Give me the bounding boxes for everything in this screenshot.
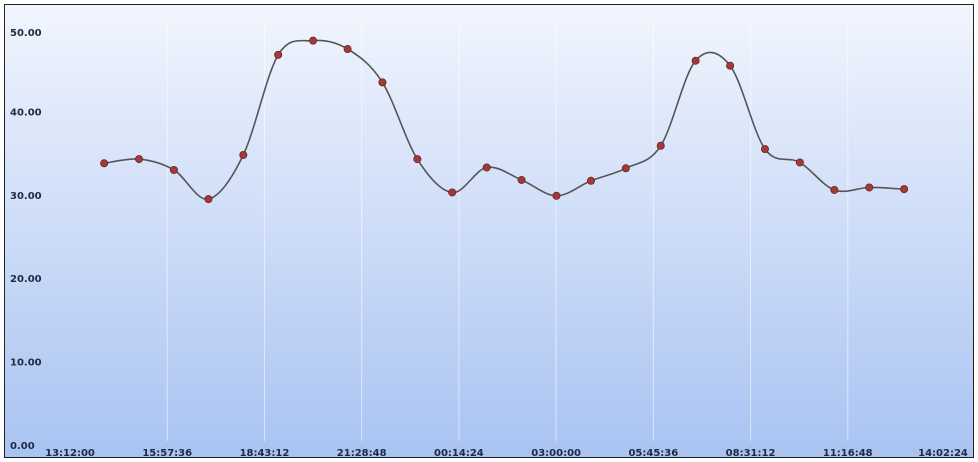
data-point xyxy=(482,163,491,172)
grid-lines xyxy=(166,24,849,441)
plot-background xyxy=(5,5,973,457)
y-tick-label: 10.00 xyxy=(10,358,42,369)
data-point xyxy=(865,183,874,192)
data-point xyxy=(900,185,909,194)
data-point xyxy=(517,175,526,184)
data-point xyxy=(586,176,595,185)
data-point xyxy=(169,165,178,174)
data-point xyxy=(309,36,318,45)
x-tick-label: 15:57:36 xyxy=(142,448,192,459)
y-tick-label: 50.00 xyxy=(10,28,42,39)
data-points xyxy=(100,36,909,204)
x-tick-label: 14:02:24 xyxy=(918,448,968,459)
data-point xyxy=(239,150,248,159)
data-point xyxy=(760,145,769,154)
chart-frame xyxy=(4,4,974,458)
data-point xyxy=(656,141,665,150)
y-tick-label: 40.00 xyxy=(10,107,42,118)
x-tick-label: 00:14:24 xyxy=(434,448,484,459)
x-tick-label: 05:45:36 xyxy=(628,448,678,459)
data-point xyxy=(448,188,457,197)
data-point xyxy=(552,191,561,200)
data-point xyxy=(726,61,735,70)
y-tick-label: 0.00 xyxy=(10,441,35,452)
data-point xyxy=(204,195,213,204)
x-axis-ticks: 13:12:00 15:57:36 18:43:12 21:28:48 00:14:24… xyxy=(45,448,968,459)
data-point xyxy=(100,159,109,168)
data-point xyxy=(274,50,283,59)
y-tick-label: 20.00 xyxy=(10,274,42,285)
x-tick-label: 08:31:12 xyxy=(726,448,776,459)
x-tick-label: 11:16:48 xyxy=(823,448,873,459)
x-tick-label: 03:00:00 xyxy=(531,448,581,459)
data-point xyxy=(378,78,387,87)
data-point xyxy=(413,155,422,164)
data-point xyxy=(830,185,839,194)
x-tick-label: 13:12:00 xyxy=(45,448,95,459)
data-point xyxy=(621,164,630,173)
data-point xyxy=(795,158,804,167)
data-point xyxy=(343,45,352,54)
data-point xyxy=(135,155,144,164)
x-tick-label: 21:28:48 xyxy=(337,448,387,459)
y-tick-label: 30.00 xyxy=(10,191,42,202)
data-point xyxy=(691,56,700,65)
y-axis-ticks: 0.00 10.00 20.00 30.00 40.00 50.00 xyxy=(10,28,42,452)
x-tick-label: 18:43:12 xyxy=(240,448,290,459)
